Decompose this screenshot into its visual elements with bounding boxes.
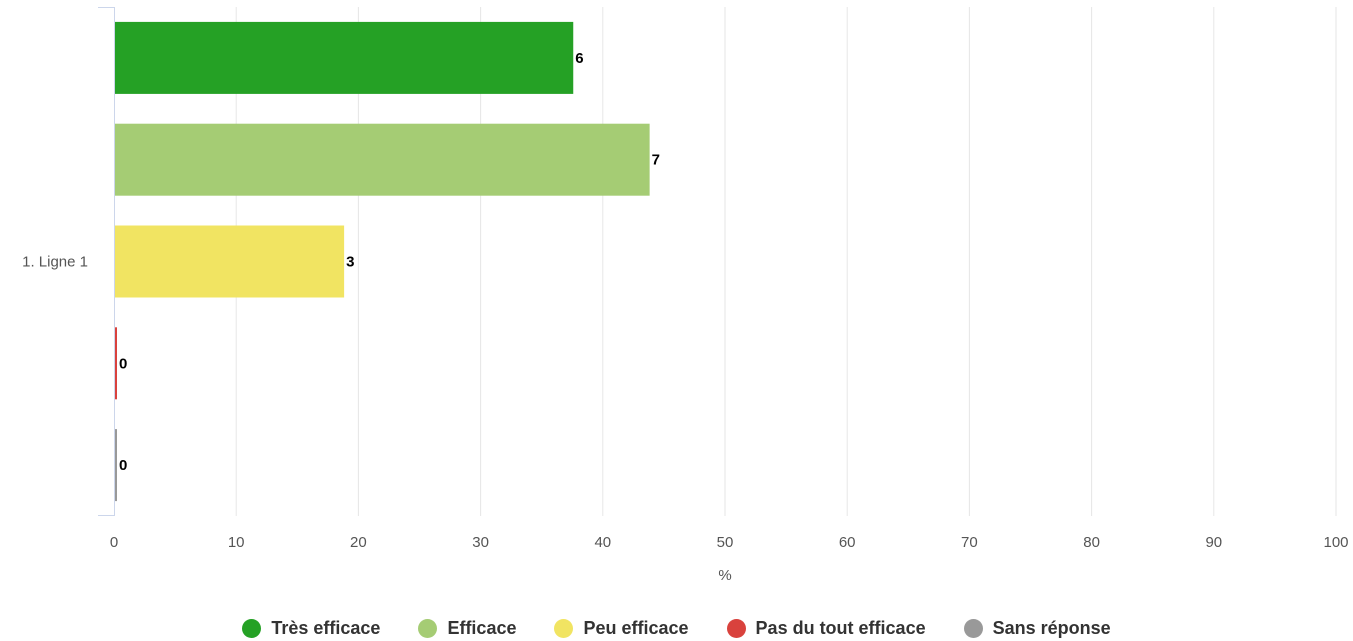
x-tick-label: 0 (110, 534, 118, 551)
legend-item[interactable]: Pas du tout efficace (726, 617, 926, 639)
legend-marker-icon (554, 618, 574, 638)
x-tick-label: 30 (472, 534, 489, 551)
bar (115, 429, 117, 502)
legend-label: Sans réponse (992, 617, 1111, 638)
data-label: 6 (575, 50, 583, 67)
legend-item[interactable]: Très efficace (242, 618, 380, 639)
legend-marker-icon (418, 618, 438, 638)
legend-marker-icon (242, 618, 262, 638)
legend-label: Efficace (447, 617, 517, 638)
bar (115, 225, 345, 298)
legend-marker-icon (963, 618, 983, 638)
x-tick-label: 80 (1083, 534, 1100, 551)
x-tick-label: 50 (717, 534, 734, 551)
x-tick-label: 100 (1323, 534, 1348, 551)
x-tick-label: 60 (839, 534, 856, 551)
legend-label: Pas du tout efficace (755, 617, 926, 638)
data-label: 0 (119, 355, 127, 372)
legend-label: Très efficace (271, 617, 381, 638)
legend-item[interactable]: Peu efficace (554, 617, 689, 639)
x-tick-label: 40 (594, 534, 611, 551)
legend-marker-icon (726, 618, 746, 638)
x-tick-label: 90 (1205, 534, 1222, 551)
legend-item[interactable]: Sans réponse (963, 617, 1111, 639)
bar (115, 21, 574, 94)
x-axis-title: % (718, 567, 731, 584)
x-tick-label: 20 (350, 534, 367, 551)
legend-item[interactable]: Efficace (418, 618, 516, 639)
bar (115, 123, 650, 196)
legend: Très efficace Efficace Peu efficace Pas du … (0, 615, 1353, 641)
category-label: 1. Ligne 1 (22, 254, 88, 271)
data-label: 7 (652, 152, 660, 169)
legend-label: Peu efficace (583, 617, 689, 638)
x-tick-label: 70 (961, 534, 978, 551)
x-tick-label: 10 (228, 534, 245, 551)
data-label: 0 (119, 457, 127, 474)
data-label: 3 (346, 254, 354, 271)
bar (115, 327, 117, 400)
